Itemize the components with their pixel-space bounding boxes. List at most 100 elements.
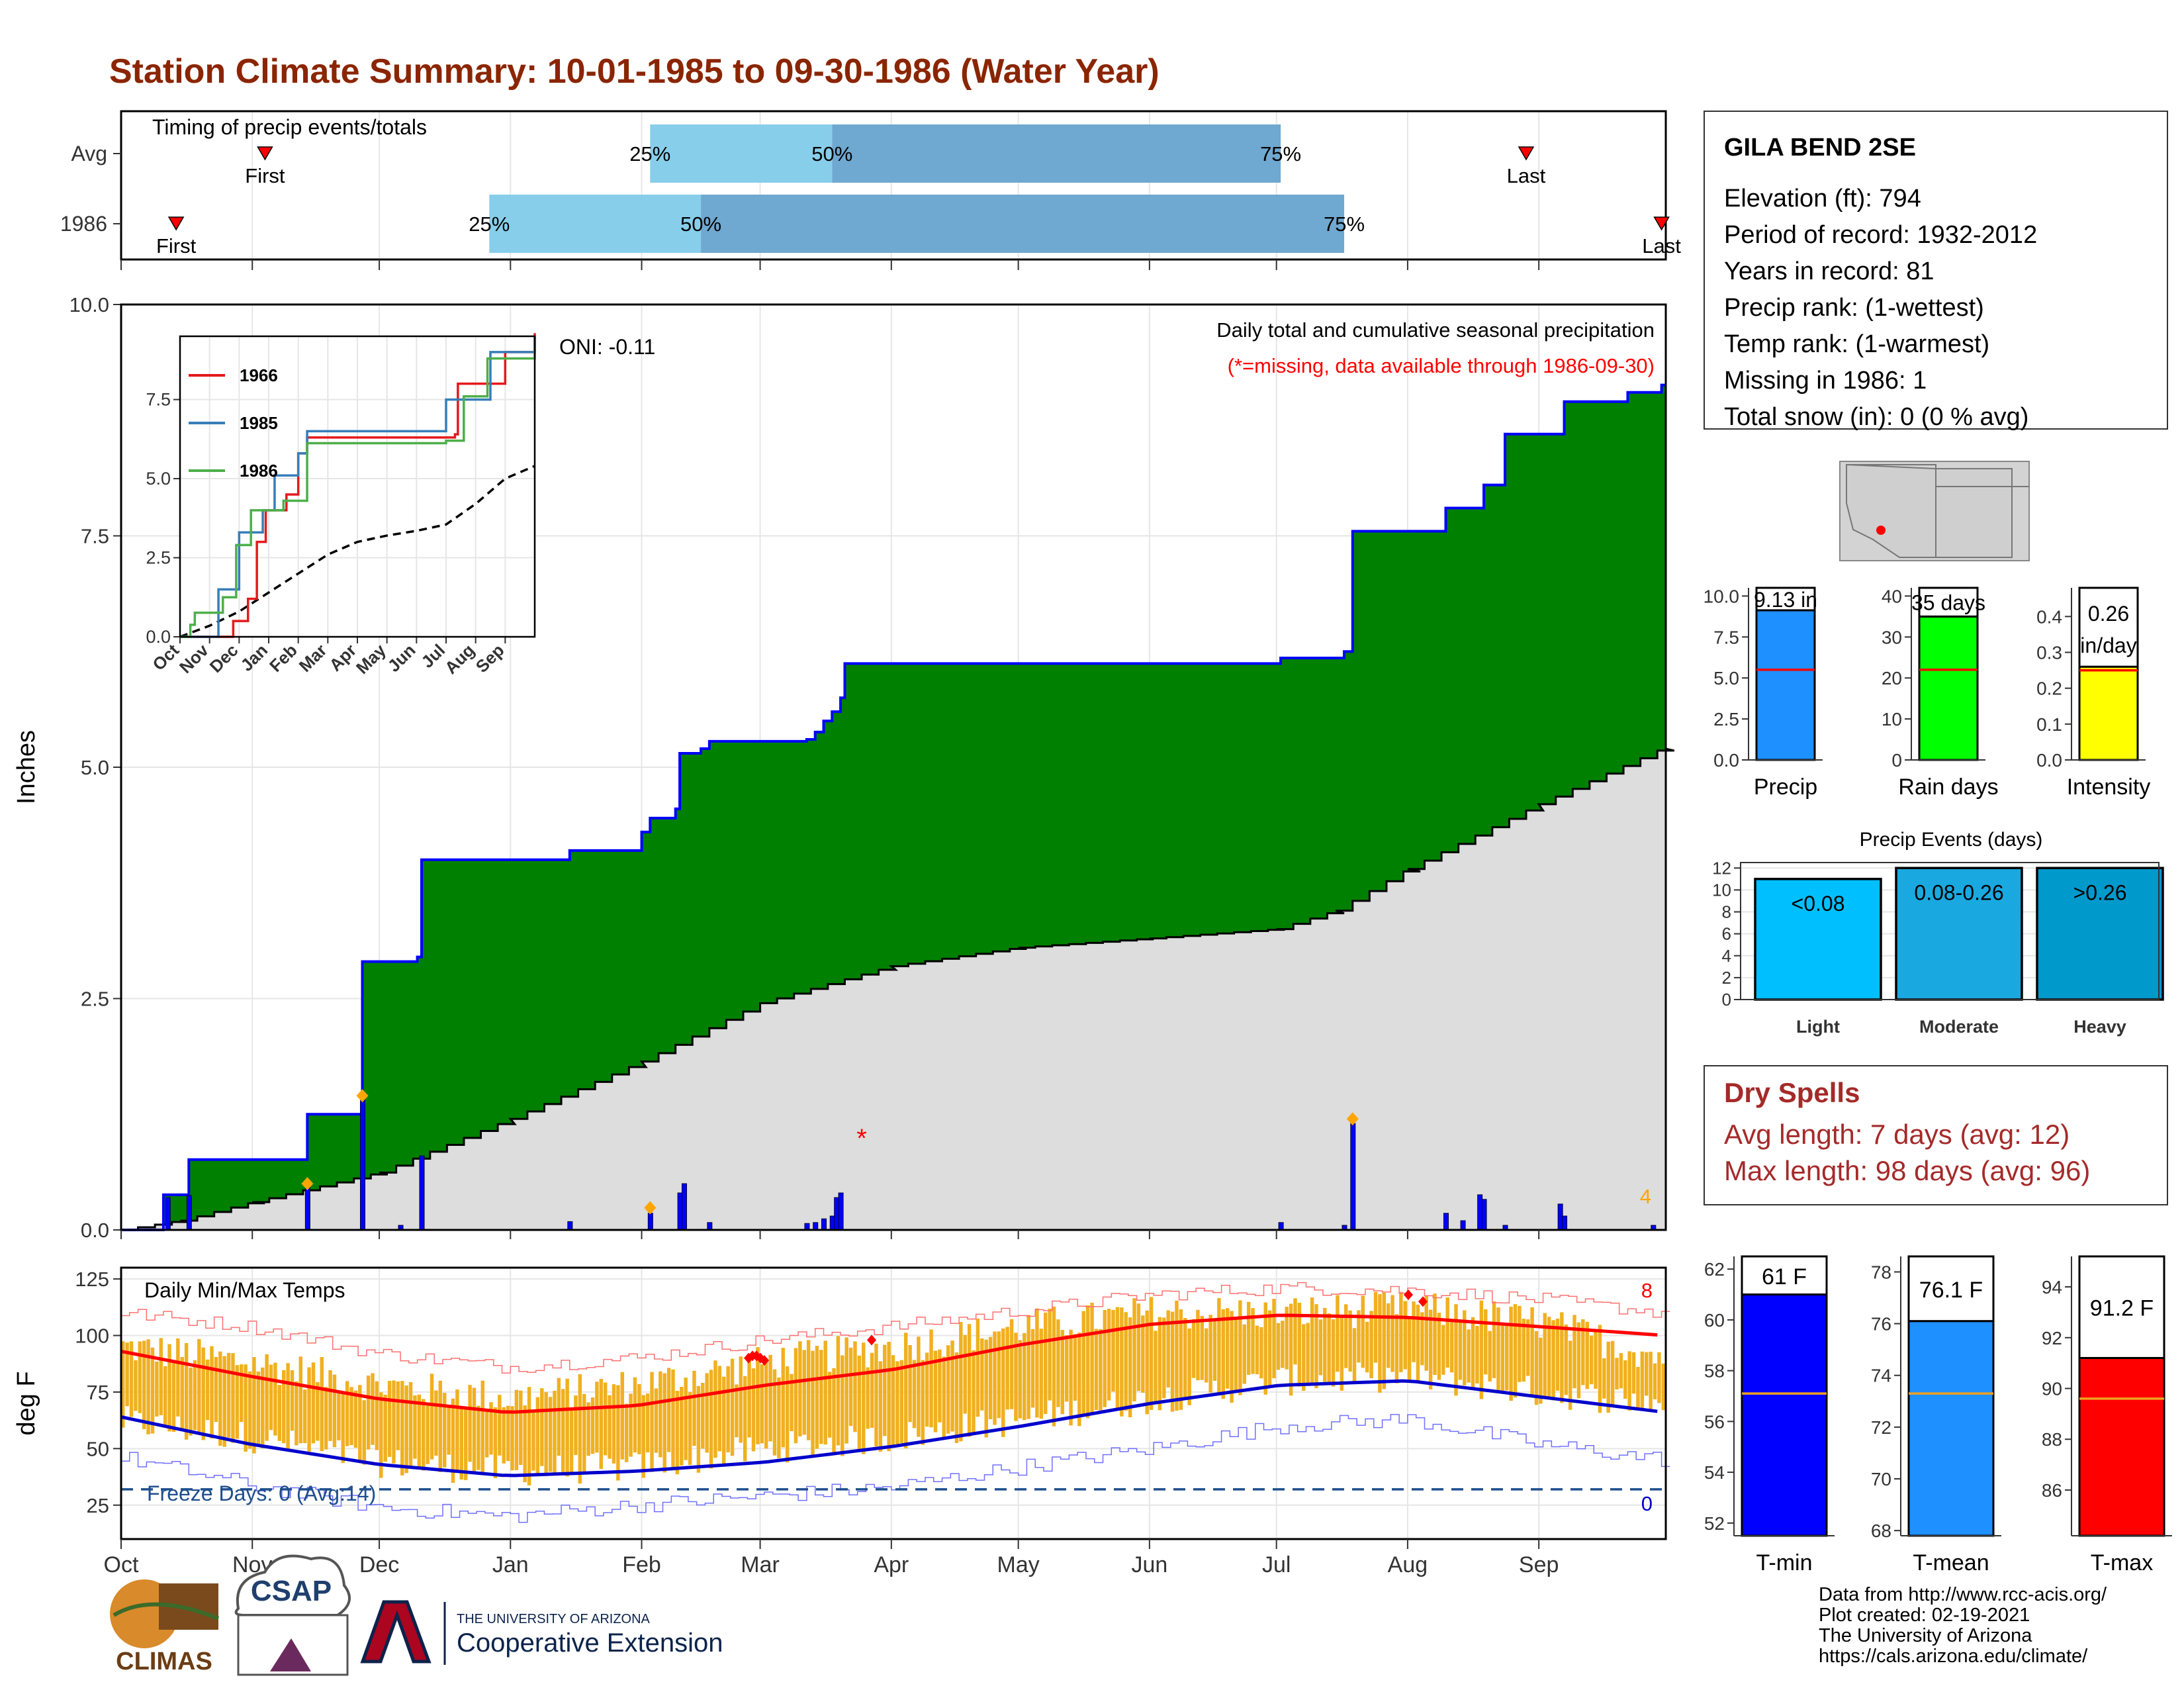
daily-temp-bar — [286, 1363, 290, 1451]
daily-temp-bar — [379, 1392, 383, 1478]
daily-temp-bar — [214, 1356, 218, 1423]
daily-temp-bar — [349, 1387, 353, 1446]
month-label-oct: Oct — [104, 1552, 139, 1577]
temp-min-ytick-label: 52 — [1704, 1513, 1725, 1534]
daily-temp-bar — [692, 1370, 696, 1446]
daily-temp-bar — [1378, 1293, 1382, 1393]
daily-precip-diamond — [356, 1089, 369, 1103]
daily-temp-bar — [1568, 1340, 1572, 1410]
timing-pct-25: 25% — [629, 142, 670, 165]
daily-temp-bar — [269, 1364, 273, 1430]
daily-temp-bar — [383, 1394, 387, 1462]
daily-temp-bar — [150, 1347, 155, 1434]
daily-temp-bar — [666, 1368, 671, 1452]
daily-temp-bar — [1187, 1328, 1191, 1405]
daily-temp-bar — [502, 1407, 506, 1464]
avg-max-line — [120, 1313, 1658, 1414]
dry-spells-title: Dry Spells — [1724, 1077, 1860, 1108]
daily-temp-bar — [1263, 1302, 1267, 1395]
daily-temp-bar — [963, 1335, 967, 1414]
daily-temp-bar — [569, 1409, 574, 1472]
daily-temp-bar — [1318, 1319, 1323, 1376]
summary-rain-days-bar — [1918, 615, 1979, 761]
daily-temp-bar — [942, 1356, 946, 1438]
daily-temp-bar — [1052, 1306, 1056, 1427]
daily-temp-bar — [506, 1405, 510, 1462]
inset-legend-label: 1986 — [240, 461, 278, 481]
timing-bar-25-50 — [489, 195, 702, 253]
daily-precip-bar — [1443, 1213, 1449, 1231]
daily-temp-bar — [815, 1346, 819, 1449]
daily-temp-bar — [1518, 1305, 1522, 1382]
daily-temp-bar — [887, 1342, 891, 1452]
daily-temp-bar — [735, 1384, 739, 1438]
daily-temp-bar — [1386, 1303, 1390, 1368]
daily-temp-bar — [747, 1359, 751, 1438]
daily-temp-bar — [240, 1364, 244, 1423]
events-bar-moderate — [1895, 867, 2023, 1001]
daily-temp-bar — [298, 1356, 303, 1444]
record-high-marker — [760, 1355, 769, 1366]
daily-temp-bar — [1598, 1325, 1602, 1413]
events-ytick-label: 2 — [1722, 968, 1731, 988]
temp-mean-ytick-label: 78 — [1871, 1262, 1891, 1282]
inset-series-1986 — [180, 348, 536, 638]
daily-temp-bar — [1208, 1315, 1212, 1393]
events-category-label: Heavy — [2073, 1017, 2126, 1037]
daily-precip-bar — [707, 1222, 713, 1231]
daily-temp-bar — [980, 1338, 984, 1411]
temperature-bar-charts: 52 54 56 58 60 62 T-min 61 F 68 70 72 74 76 78 T-mean 7… — [1704, 1255, 2172, 1575]
daily-temp-bar — [231, 1353, 235, 1443]
daily-temp-bar — [447, 1405, 451, 1455]
station-info-line: Years in record: 81 — [1724, 258, 1934, 285]
inset-series-1985 — [180, 336, 536, 638]
temp-min-bar — [1741, 1293, 1828, 1537]
daily-temp-bar — [1234, 1319, 1238, 1393]
daily-temp-bar — [222, 1356, 226, 1447]
station-info-line: Elevation (ft): 794 — [1724, 185, 1921, 212]
daily-temp-bar — [290, 1370, 295, 1431]
temp-mean-label-box — [1907, 1255, 1995, 1323]
summary-rain-days-ytick-label: 30 — [1882, 627, 1902, 647]
precip-panel: 0.0 2.5 5.0 7.5 10.0 * ONI: -0.11 Daily total a… — [13, 293, 1675, 1242]
ua-logo-top-text: THE UNIVERSITY OF ARIZONA — [457, 1612, 651, 1626]
summary-intensity-ytick-label: 0.2 — [2036, 679, 2062, 699]
daily-temp-bar — [248, 1371, 252, 1449]
daily-temp-bar — [400, 1381, 404, 1476]
daily-temp-bar — [341, 1393, 345, 1464]
precip-count-label: 4 — [1640, 1185, 1651, 1208]
precip-frame — [120, 303, 1667, 1231]
daily-temp-bar — [777, 1377, 781, 1458]
daily-temp-bar — [659, 1371, 662, 1458]
daily-temp-bar — [1522, 1319, 1526, 1382]
daily-temp-bar — [641, 1395, 645, 1478]
daily-temp-bar — [1001, 1328, 1005, 1437]
summary-value-label: 9.13 in — [1754, 588, 1817, 612]
logos: CLIMAS CSAP THE UNIVERSITY OF ARIZONA Coope… — [110, 1554, 723, 1676]
daily-temp-bar — [1044, 1312, 1048, 1415]
summary-intensity-ytick-label: 0.3 — [2036, 643, 2062, 663]
daily-temp-bar — [857, 1355, 862, 1450]
daily-temp-bar — [1661, 1363, 1666, 1411]
temp-max-label-box — [2078, 1255, 2165, 1359]
daily-temp-bar — [531, 1409, 535, 1471]
map-state-new-mexico — [1935, 468, 2013, 558]
daily-temp-bar — [197, 1338, 201, 1432]
temp-mean-ytick-label: 70 — [1871, 1469, 1891, 1489]
daily-temp-bar — [1336, 1295, 1340, 1372]
daily-temp-bar — [277, 1385, 282, 1441]
daily-temp-bar — [662, 1373, 666, 1473]
daily-temp-bar — [1509, 1306, 1513, 1401]
avg-cumulative-area — [121, 749, 1674, 1230]
daily-temp-bar — [895, 1361, 899, 1448]
daily-temp-bar — [413, 1395, 417, 1459]
events-title: Precip Events (days) — [1860, 829, 2043, 851]
daily-temp-bar — [1479, 1300, 1484, 1399]
daily-temp-bar — [760, 1364, 764, 1444]
daily-precip-bar — [359, 1098, 365, 1231]
temp-max-ytick-label: 86 — [2042, 1480, 2062, 1501]
month-axis: Oct Nov Dec Jan Feb Mar Apr May Jun Jul Aug Sep — [104, 259, 1559, 1577]
summary-precip-ytick-label: 7.5 — [1713, 627, 1739, 647]
daily-temp-bar — [1492, 1301, 1496, 1378]
